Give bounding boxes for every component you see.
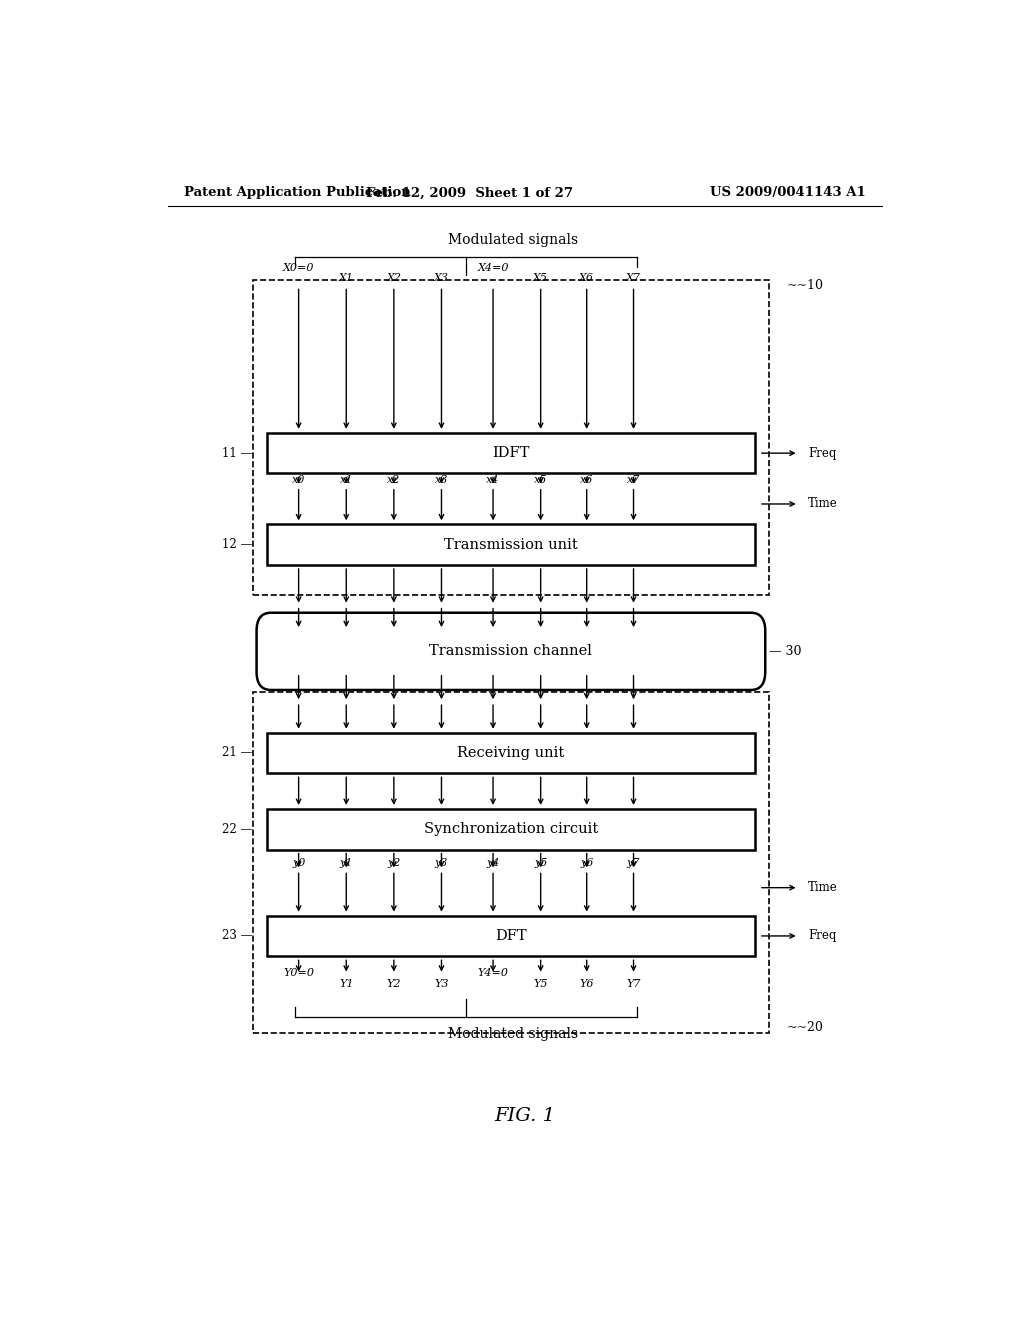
Text: X0=0: X0=0 [283, 263, 314, 273]
Text: Freq: Freq [808, 446, 837, 459]
Text: 23 —: 23 — [222, 929, 253, 942]
Text: y7: y7 [627, 858, 640, 869]
Text: Modulated signals: Modulated signals [447, 1027, 578, 1041]
Text: x4: x4 [486, 475, 500, 484]
Text: Time: Time [808, 882, 838, 894]
Text: Y4=0: Y4=0 [477, 969, 509, 978]
Text: y1: y1 [340, 858, 353, 869]
FancyBboxPatch shape [267, 916, 755, 956]
Text: Freq: Freq [808, 929, 837, 942]
Text: Transmission channel: Transmission channel [429, 644, 592, 659]
Text: Synchronization circuit: Synchronization circuit [424, 822, 598, 837]
FancyBboxPatch shape [257, 612, 765, 690]
FancyBboxPatch shape [267, 433, 755, 474]
Text: Y7: Y7 [627, 978, 641, 989]
Text: x0: x0 [292, 475, 305, 484]
Text: 21 —: 21 — [222, 747, 253, 759]
Text: y0: y0 [292, 858, 305, 869]
Text: x6: x6 [580, 475, 593, 484]
FancyBboxPatch shape [267, 809, 755, 850]
Text: 12 —: 12 — [222, 539, 253, 552]
FancyBboxPatch shape [267, 733, 755, 774]
Text: y3: y3 [435, 858, 449, 869]
Text: Feb. 12, 2009  Sheet 1 of 27: Feb. 12, 2009 Sheet 1 of 27 [366, 186, 572, 199]
Text: Modulated signals: Modulated signals [447, 232, 578, 247]
Text: X6: X6 [580, 273, 594, 284]
Text: x2: x2 [387, 475, 400, 484]
Text: ~~20: ~~20 [786, 1020, 823, 1034]
Text: IDFT: IDFT [493, 446, 529, 461]
Text: X3: X3 [434, 273, 449, 284]
Text: y4: y4 [486, 858, 500, 869]
Text: x3: x3 [435, 475, 449, 484]
Text: Time: Time [808, 498, 838, 511]
FancyBboxPatch shape [267, 524, 755, 565]
Text: Y1: Y1 [339, 978, 353, 989]
Text: X4=0: X4=0 [477, 263, 509, 273]
Text: US 2009/0041143 A1: US 2009/0041143 A1 [711, 186, 866, 199]
Text: Y3: Y3 [434, 978, 449, 989]
Text: Y6: Y6 [580, 978, 594, 989]
Text: y6: y6 [580, 858, 593, 869]
Text: x5: x5 [534, 475, 548, 484]
Text: 22 —: 22 — [222, 822, 253, 836]
Text: FIG. 1: FIG. 1 [495, 1107, 555, 1125]
Text: X7: X7 [626, 273, 641, 284]
Text: x7: x7 [627, 475, 640, 484]
Text: Receiving unit: Receiving unit [458, 746, 564, 760]
Text: Y5: Y5 [534, 978, 548, 989]
Text: x1: x1 [340, 475, 353, 484]
Text: X2: X2 [386, 273, 401, 284]
Text: X1: X1 [339, 273, 353, 284]
Text: 11 —: 11 — [222, 446, 253, 459]
Text: X5: X5 [534, 273, 548, 284]
Text: ~~10: ~~10 [786, 279, 823, 292]
Text: — 30: — 30 [769, 645, 802, 657]
Text: Y2: Y2 [387, 978, 401, 989]
Text: y5: y5 [534, 858, 548, 869]
Text: DFT: DFT [495, 929, 526, 942]
Text: Transmission unit: Transmission unit [444, 537, 578, 552]
Text: Patent Application Publication: Patent Application Publication [183, 186, 411, 199]
Text: y2: y2 [387, 858, 400, 869]
Text: Y0=0: Y0=0 [283, 969, 314, 978]
